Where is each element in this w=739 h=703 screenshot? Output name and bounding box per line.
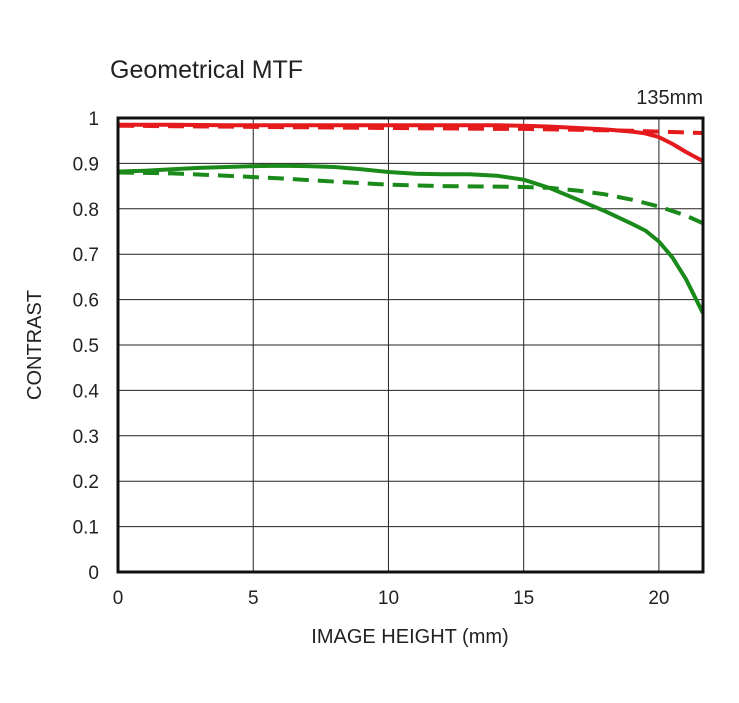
y-tick-labels: 0 0.1 0.2 0.3 0.4 0.5 0.6 0.7 0.8 0.9 1 <box>73 109 100 584</box>
y-axis-label: CONTRAST <box>24 290 46 400</box>
y-tick-label: 0.6 <box>73 291 99 312</box>
series-lines <box>117 122 705 315</box>
plot-frame <box>116 116 705 574</box>
y-tick-label: 0.1 <box>73 518 99 539</box>
y-tick-label: 0.5 <box>73 336 99 357</box>
x-tick-label: 10 <box>378 588 399 609</box>
x-tick-labels: 0 5 10 15 20 <box>113 588 670 609</box>
y-tick-label: 0.3 <box>73 427 99 448</box>
x-tick-label: 20 <box>648 588 669 609</box>
grid-lines <box>117 117 703 573</box>
series-line-4-dashed <box>117 170 704 226</box>
x-axis-label: IMAGE HEIGHT (mm) <box>311 626 508 648</box>
x-tick-label: 15 <box>513 588 534 609</box>
y-tick-label: 0.2 <box>73 472 99 493</box>
y-tick-label: 0 <box>88 563 99 584</box>
y-tick-label: 0.9 <box>73 154 99 175</box>
y-tick-label: 1 <box>88 109 99 130</box>
y-tick-label: 0.4 <box>73 381 100 402</box>
x-tick-label: 5 <box>248 588 259 609</box>
series-line-1-solid <box>118 122 704 163</box>
y-tick-label: 0.7 <box>73 245 99 266</box>
chart-title: Geometrical MTF <box>110 56 303 84</box>
y-tick-label: 0.8 <box>73 200 99 221</box>
x-tick-label: 0 <box>113 588 124 609</box>
series-line-2-dashed <box>117 123 704 135</box>
chart-subtitle: 135mm <box>636 87 703 109</box>
series-line-3-solid <box>117 163 705 315</box>
